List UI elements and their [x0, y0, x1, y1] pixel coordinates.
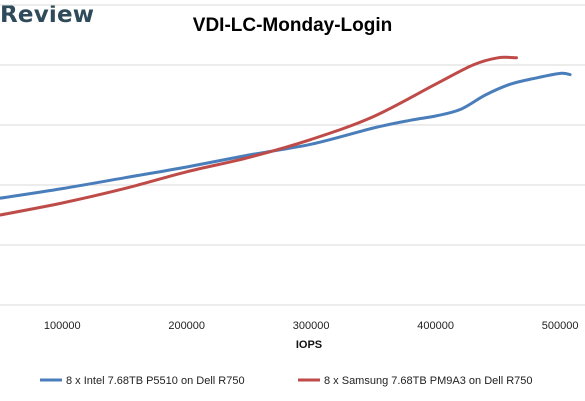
- x-axis-title: IOPS: [296, 339, 322, 351]
- series-line-1: [0, 71, 572, 200]
- legend-label-1: 8 x Intel 7.68TB P5510 on Dell R750: [66, 375, 245, 387]
- gridlines: [0, 4, 585, 246]
- brand-watermark: Review: [0, 2, 95, 28]
- series-line-2: [0, 55, 518, 217]
- x-tick-label: 100000: [44, 320, 81, 332]
- x-tick-label: 500000: [542, 320, 579, 332]
- x-tick-label: 200000: [168, 320, 205, 332]
- legend-label-2: 8 x Samsung 7.68TB PM9A3 on Dell R750: [324, 375, 533, 387]
- x-tick-labels: 100000 200000 300000 400000 500000: [44, 320, 579, 332]
- legend: 8 x Intel 7.68TB P5510 on Dell R750 8 x S…: [40, 375, 533, 387]
- x-tick-label: 300000: [293, 320, 330, 332]
- x-tick-label: 400000: [417, 320, 454, 332]
- chart-title: VDI-LC-Monday-Login: [192, 15, 393, 36]
- series-lines: [0, 55, 572, 217]
